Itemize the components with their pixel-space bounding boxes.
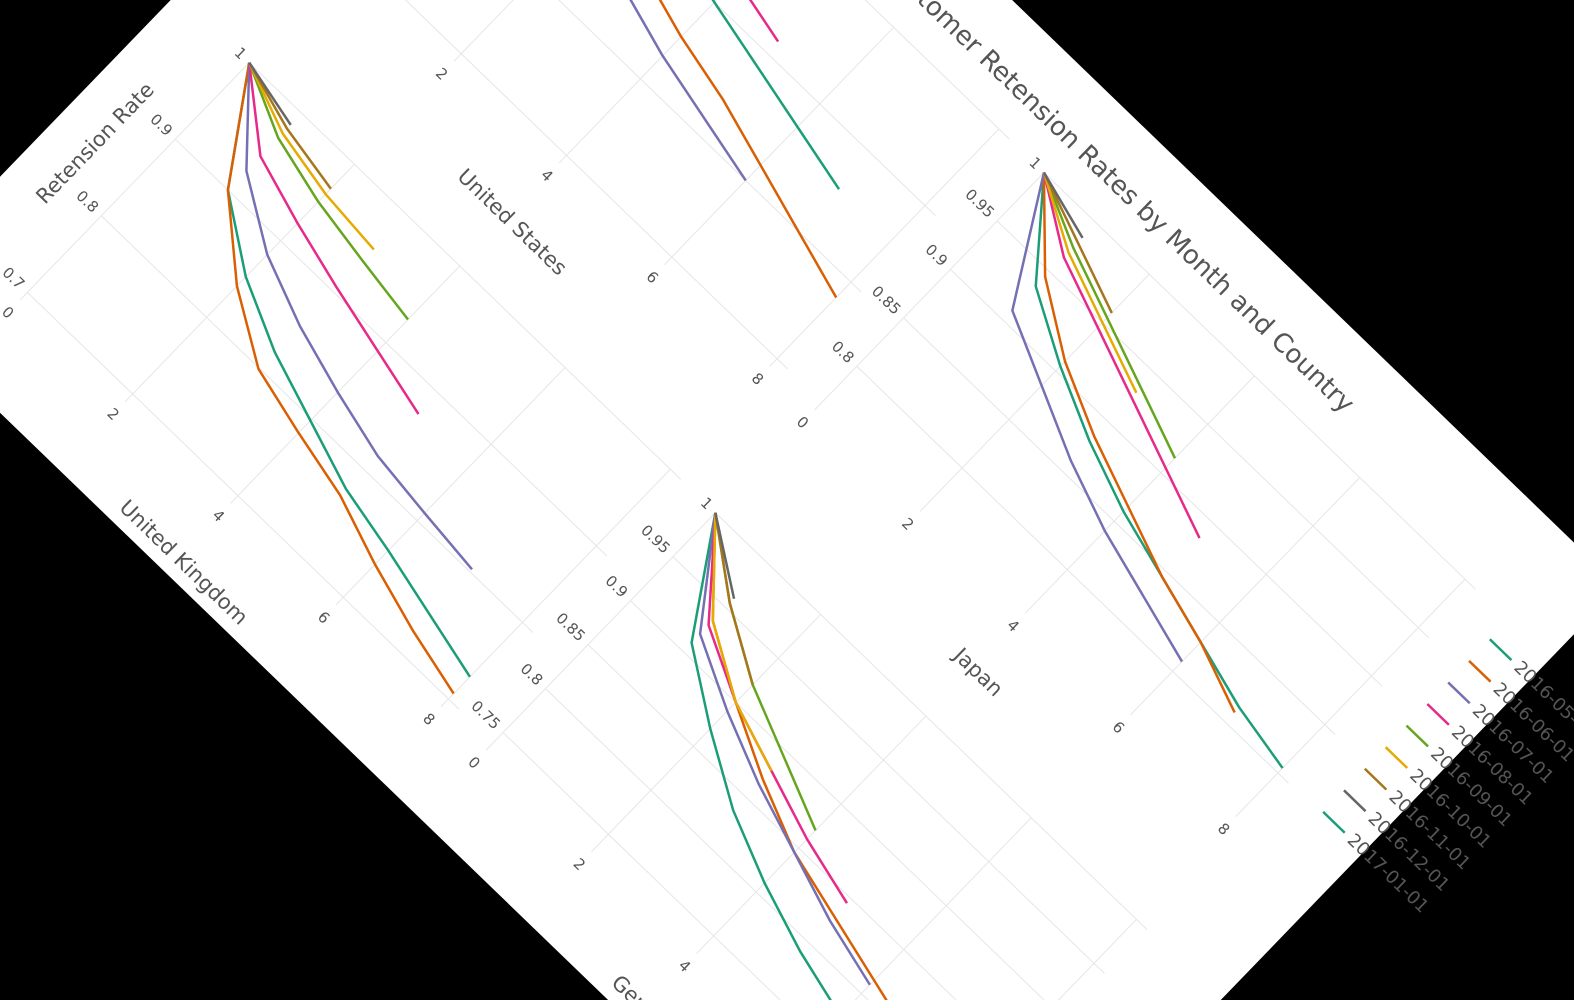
- grid-line: [1235, 578, 1466, 817]
- legend-swatch: [1384, 746, 1409, 769]
- grid-line: [230, 265, 461, 504]
- series-line: [226, 62, 455, 695]
- grid-line: [100, 215, 534, 633]
- grid-line: [856, 365, 1289, 784]
- grid-line: [996, 220, 1430, 639]
- series-line: [1042, 171, 1084, 239]
- grid-line: [335, 367, 566, 606]
- grid-line: [27, 291, 460, 710]
- series-line: [1042, 171, 1113, 314]
- legend-swatch: [1447, 681, 1471, 705]
- series-line: [1042, 172, 1138, 394]
- grid-line: [696, 715, 927, 954]
- grid-line: [429, 0, 862, 293]
- grid-line: [174, 138, 608, 557]
- grid-line: [801, 817, 1032, 1000]
- grid-line: [440, 468, 671, 707]
- grid-line: [814, 172, 1045, 411]
- grid-line: [124, 163, 355, 403]
- series-line: [248, 61, 292, 126]
- grid-line: [248, 62, 682, 480]
- legend-swatch: [1405, 724, 1429, 748]
- series-line: [1034, 172, 1284, 769]
- series-line: [576, 0, 838, 299]
- grid-line: [545, 688, 978, 1000]
- series-line: [576, 0, 841, 190]
- legend-swatch: [1343, 789, 1367, 813]
- grid-line: [502, 732, 936, 1000]
- series-line: [226, 62, 471, 678]
- grid-line: [577, 0, 1010, 140]
- grid-line: [903, 317, 1336, 735]
- legend-swatch: [1322, 811, 1346, 834]
- grid-line: [664, 26, 894, 266]
- grid-line: [1024, 375, 1255, 614]
- series-line: [1042, 172, 1177, 459]
- grid-line: [906, 919, 1137, 1000]
- series-line: [690, 512, 930, 1000]
- series-line: [1042, 172, 1201, 539]
- series-line: [247, 62, 420, 415]
- grid-line: [672, 556, 1105, 974]
- grid-line: [1130, 477, 1361, 716]
- series-line: [248, 61, 332, 190]
- series-line: [248, 62, 410, 321]
- grid-line: [591, 614, 821, 853]
- series-line: [562, 0, 747, 182]
- series-line: [698, 512, 871, 986]
- series-line: [714, 512, 736, 600]
- series-line: [714, 512, 754, 686]
- series-line: [1011, 172, 1184, 663]
- series-line: [711, 512, 773, 772]
- legend-swatch: [1363, 767, 1388, 791]
- grid-line: [715, 512, 1148, 930]
- grid-line: [19, 62, 250, 301]
- grid-line: [1043, 172, 1476, 590]
- grid-line: [355, 0, 788, 370]
- series-line: [245, 62, 473, 571]
- grid-line: [769, 128, 1000, 367]
- grid-line: [630, 600, 1063, 1000]
- grid-line: [453, 0, 684, 62]
- legend-swatch: [1468, 659, 1492, 683]
- series-line: [248, 62, 375, 251]
- series-line: [1042, 172, 1236, 713]
- grid-line: [587, 644, 1020, 1000]
- legend-swatch: [1426, 703, 1450, 726]
- grid-line: [558, 0, 789, 164]
- grid-line: [919, 273, 1150, 512]
- grid-line: [485, 512, 716, 751]
- grid-line: [503, 0, 936, 217]
- legend-swatch: [1488, 638, 1513, 662]
